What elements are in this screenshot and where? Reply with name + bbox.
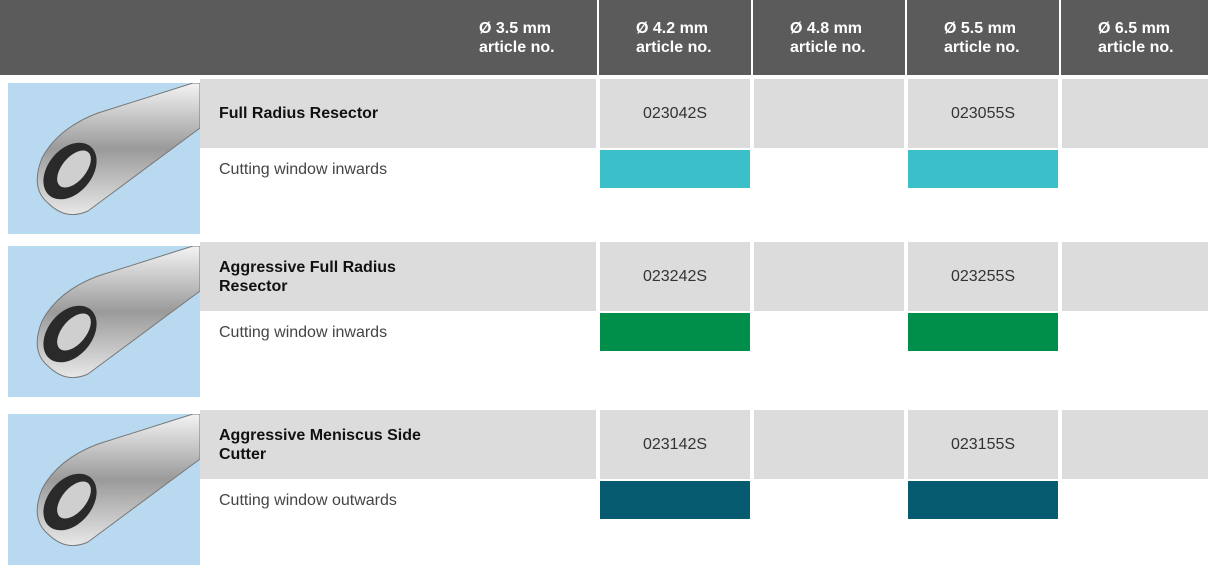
article-cell <box>1062 79 1208 148</box>
color-bar <box>908 481 1058 519</box>
description: Cutting window outwards <box>219 492 397 509</box>
header-text: article no. <box>944 39 1020 56</box>
product-image <box>8 413 201 565</box>
article-cell <box>441 242 596 311</box>
product-image <box>8 245 201 397</box>
article-cell <box>441 410 596 479</box>
name-cell: Full Radius Resector <box>200 79 441 148</box>
article-cell <box>754 410 904 479</box>
color-bar <box>908 150 1058 188</box>
header-cell: Ø 5.5 mm article no. <box>905 0 1058 75</box>
header-text: article no. <box>1098 39 1174 56</box>
header-text: article no. <box>479 39 555 56</box>
shaver-drawing <box>36 245 201 379</box>
article-cell <box>754 242 904 311</box>
color-bar <box>600 481 750 519</box>
color-bar <box>600 150 750 188</box>
article-cell: 023142S <box>600 410 750 479</box>
article-cell <box>1062 242 1208 311</box>
shaver-drawing <box>36 413 201 547</box>
header-cell: Ø 3.5 mm article no. <box>442 0 596 75</box>
product-image <box>8 82 201 234</box>
name-cell: Aggressive Meniscus Side Cutter <box>200 410 441 479</box>
header-bar <box>0 0 1208 75</box>
article-cell: 023055S <box>908 79 1058 148</box>
header-cell: Ø 4.2 mm article no. <box>597 0 750 75</box>
article-cell <box>1062 410 1208 479</box>
header-text: article no. <box>636 39 712 56</box>
article-cell: 023042S <box>600 79 750 148</box>
header-text: Ø 3.5 mm <box>479 20 552 37</box>
color-bar <box>908 313 1058 351</box>
description: Cutting window inwards <box>219 324 388 341</box>
article-cell <box>754 79 904 148</box>
color-bar <box>600 313 750 351</box>
article-cell: 023242S <box>600 242 750 311</box>
header-text: Ø 4.8 mm <box>790 20 863 37</box>
header-text: Ø 4.2 mm <box>636 20 709 37</box>
header-cell: Ø 4.8 mm article no. <box>751 0 904 75</box>
header-text: Ø 6.5 mm <box>1098 20 1171 37</box>
article-cell <box>441 79 596 148</box>
description: Cutting window inwards <box>219 161 388 178</box>
header-text: Ø 5.5 mm <box>944 20 1017 37</box>
article-cell: 023255S <box>908 242 1058 311</box>
shaver-drawing <box>36 82 201 216</box>
name-cell: Aggressive Full Radius Resector <box>200 242 441 311</box>
article-cell: 023155S <box>908 410 1058 479</box>
header-text: article no. <box>790 39 866 56</box>
header-cell: Ø 6.5 mm article no. <box>1059 0 1208 75</box>
